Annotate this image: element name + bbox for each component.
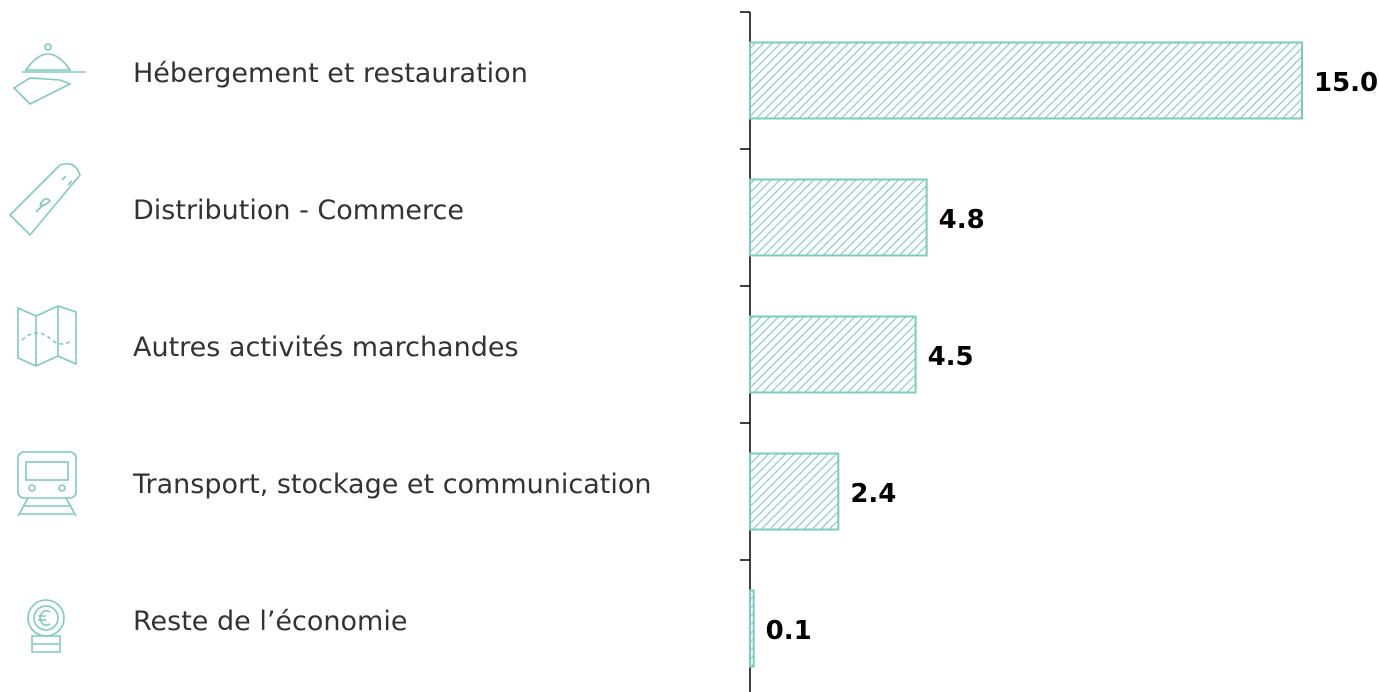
category-label: Transport, stockage et communication (132, 469, 652, 500)
bar (749, 452, 840, 531)
icon-cloche (12, 43, 86, 105)
bar (749, 178, 928, 257)
value-label: 4.8 (939, 205, 985, 235)
icons (8, 43, 86, 653)
bar (749, 41, 1303, 120)
bar (749, 589, 755, 668)
value-label: 0.1 (766, 616, 812, 646)
icon-train (17, 451, 77, 517)
bar (749, 315, 917, 394)
value-label: 15.0 (1314, 68, 1378, 98)
value-label: 2.4 (850, 479, 896, 509)
value-label: 4.5 (928, 342, 974, 372)
icon-bread (8, 162, 81, 237)
category-label: Reste de l’économie (133, 606, 407, 637)
category-label: Hébergement et restauration (133, 58, 528, 89)
category-label: Distribution - Commerce (133, 195, 464, 226)
icon-coins (27, 599, 65, 653)
category-label: Autres activités marchandes (133, 332, 519, 363)
icon-map (17, 305, 77, 367)
